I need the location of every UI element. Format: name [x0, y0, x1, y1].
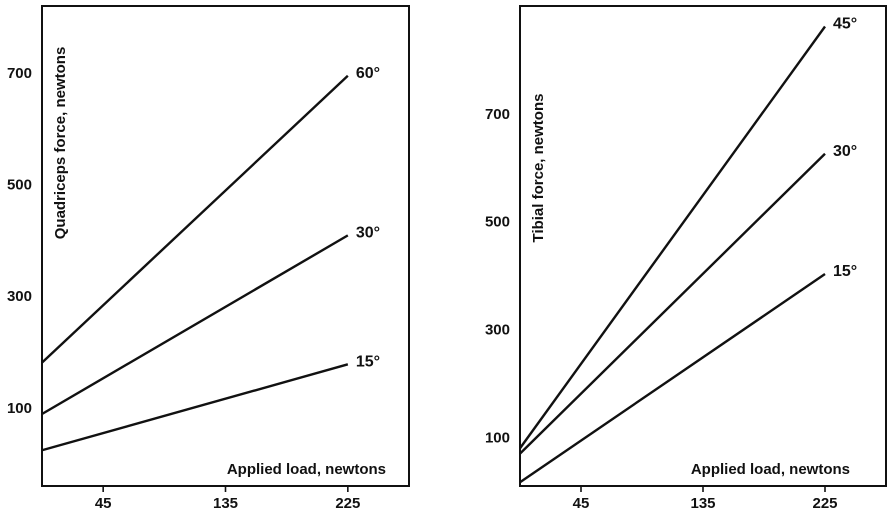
series-label: 45°	[833, 15, 857, 32]
series-lines	[519, 25, 826, 484]
series-labels: 45° 30° 15°	[833, 15, 857, 280]
series-line	[41, 234, 349, 416]
x-tick-label: 45	[95, 495, 112, 512]
quadriceps-chart: 100 300 500 700 45 135 225 60° 30° 15° Quadrice…	[7, 5, 410, 512]
x-tick-label: 45	[573, 495, 590, 512]
y-tick-label: 100	[7, 400, 32, 417]
y-tick-label: 100	[485, 429, 510, 446]
x-tick-label: 225	[812, 495, 837, 512]
series-label: 30°	[356, 224, 380, 241]
series-line	[41, 74, 349, 364]
x-tick-label: 135	[213, 495, 238, 512]
y-tick-label: 500	[485, 214, 510, 231]
plot-frame	[519, 5, 887, 487]
y-tick-label: 300	[7, 288, 32, 305]
y-axis-label: Tibial force, newtons	[530, 94, 547, 243]
series-label: 15°	[833, 263, 857, 280]
y-tick-label: 700	[485, 106, 510, 123]
x-axis-label: Applied load, newtons	[227, 461, 386, 478]
series-lines	[41, 74, 349, 452]
series-label: 30°	[833, 143, 857, 160]
y-tick-label: 500	[7, 177, 32, 194]
series-line	[519, 273, 826, 484]
series-line	[519, 25, 826, 449]
y-tick-label: 700	[7, 65, 32, 82]
x-tick-group: 45 135 225	[573, 486, 838, 512]
series-label: 15°	[356, 353, 380, 370]
x-axis-label: Applied load, newtons	[691, 461, 850, 478]
x-tick-label: 135	[690, 495, 715, 512]
y-axis-label: Quadriceps force, newtons	[52, 47, 69, 240]
y-tick-group: 100 300 500 700	[485, 106, 510, 447]
x-tick-label: 225	[335, 495, 360, 512]
y-tick-label: 300	[485, 322, 510, 339]
series-line	[41, 363, 349, 452]
tibial-chart: 100 300 500 700 45 135 225 45° 30° 15° Tibial f…	[485, 5, 887, 512]
series-labels: 60° 30° 15°	[356, 65, 380, 371]
series-line	[519, 152, 826, 455]
y-tick-group: 100 300 500 700	[7, 65, 32, 417]
plot-frame	[41, 5, 410, 487]
x-tick-group: 45 135 225	[95, 486, 360, 512]
series-label: 60°	[356, 65, 380, 82]
